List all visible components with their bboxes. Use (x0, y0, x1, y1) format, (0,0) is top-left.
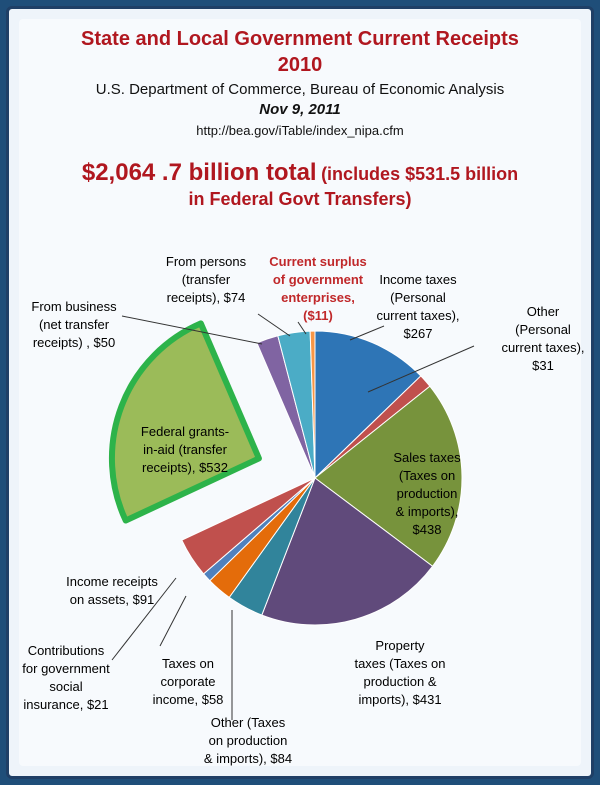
slice-label-line: production & (364, 674, 437, 689)
leader-line-7 (111, 577, 177, 661)
slice-label-line: imports), $431 (358, 692, 441, 707)
leader-line-11 (257, 313, 291, 337)
pie-slice-8 (181, 477, 316, 575)
slice-label-line: corporate (161, 674, 216, 689)
chart-title-line-1: State and Local Government Current Recei… (81, 28, 519, 50)
slice-label-line: on assets, $91 (70, 592, 155, 607)
slice-label-line: production (397, 486, 458, 501)
slice-label-line: Property (375, 638, 425, 653)
slice-label-5: Other (Taxes on production & imports), $84 (204, 715, 292, 766)
slice-label-line: in-aid (transfer (143, 442, 227, 457)
slice-label-line: Current surplus (269, 254, 367, 269)
leader-line-12 (297, 321, 307, 335)
slice-label-line: (Taxes on (399, 468, 455, 483)
slice-label-line: on production (209, 733, 288, 748)
slice-label-line: for government (22, 661, 110, 676)
slice-label-line: & imports), $84 (204, 751, 292, 766)
slice-label-line: & imports), (396, 504, 459, 519)
slice-label-line: receipts), $74 (167, 290, 246, 305)
chart-title-line-2: 2010 (277, 54, 323, 76)
leader-line-10 (121, 315, 263, 345)
slice-label-line: Income taxes (379, 272, 457, 287)
pie-slice-4 (261, 477, 434, 626)
slice-label-line: Other (Taxes (211, 715, 286, 730)
slice-label-3: Sales taxes (Taxes on production & imports)… (393, 450, 461, 537)
source-line: U.S. Department of Commerce, Bureau of E… (95, 81, 505, 98)
slice-label-line: of government (273, 272, 364, 287)
total-main: $2,064 .7 billion total (81, 159, 317, 186)
slice-label-line: insurance, $21 (23, 697, 108, 712)
slice-label-1: Income taxes (Personal current taxes), $267 (376, 272, 459, 341)
slice-label-10: From business (net transfer receipts) , $5… (31, 299, 117, 350)
slice-label-line: ($11) (303, 308, 333, 323)
slice-label-line: taxes (Taxes on (354, 656, 445, 671)
leader-line-1 (349, 325, 385, 341)
slice-label-12: Current surplus of government enterprises,… (269, 254, 367, 323)
slice-label-line: receipts) , $50 (33, 335, 115, 350)
total-line-2: in Federal Govt Transfers) (19, 189, 581, 210)
pie-slice-9 (109, 320, 262, 524)
slice-label-line: $31 (532, 358, 554, 373)
slice-label-line: Federal grants- (141, 424, 229, 439)
slice-label-line: Sales taxes (393, 450, 461, 465)
slice-label-line: social (49, 679, 82, 694)
slice-label-line: From business (31, 299, 117, 314)
slice-label-line: enterprises, (281, 290, 355, 305)
slice-label-11: From persons (transfer receipts), $74 (166, 254, 247, 305)
leader-line-2 (367, 345, 475, 393)
slice-label-line: (net transfer (39, 317, 110, 332)
total-note-2: in Federal Govt Transfers) (188, 189, 412, 209)
slice-label-2: Other (Personal current taxes), $31 (501, 304, 584, 373)
slice-label-8: Income receipts on assets, $91 (66, 574, 158, 607)
pie-slice-12 (309, 330, 316, 479)
total-line-1: $2,064 .7 billion total (includes $531.5… (19, 159, 581, 187)
slice-label-line: current taxes), (376, 308, 459, 323)
slice-label-line: $267 (404, 326, 433, 341)
slice-label-line: (Personal (390, 290, 446, 305)
slice-label-line: Other (527, 304, 560, 319)
slice-label-4: Property taxes (Taxes on production & impor… (354, 638, 445, 707)
frame: State and Local Government Current Recei… (6, 6, 594, 779)
slice-label-line: Contributions (28, 643, 105, 658)
pie-slice-3 (314, 385, 463, 567)
slice-label-7: Contributions for government social insuran… (22, 643, 110, 712)
slice-label-line: current taxes), (501, 340, 584, 355)
slice-label-line: $438 (413, 522, 442, 537)
leader-line-6 (159, 595, 187, 647)
slice-label-line: Income receipts (66, 574, 158, 589)
total-note-1: (includes $531.5 billion (321, 164, 519, 184)
slice-label-6: Taxes on corporate income, $58 (153, 656, 224, 707)
slice-label-line: From persons (166, 254, 247, 269)
slice-label-line: income, $58 (153, 692, 224, 707)
url-line: http://bea.gov/iTable/index_nipa.cfm (196, 123, 404, 138)
slice-label-line: (transfer (182, 272, 231, 287)
date-line: Nov 9, 2011 (259, 101, 341, 118)
slice-label-line: Taxes on (162, 656, 214, 671)
slice-label-9: Federal grants-in-aid (transfer receipts)… (141, 424, 229, 475)
slice-label-line: (Personal (515, 322, 571, 337)
slice-label-line: receipts), $532 (142, 460, 228, 475)
